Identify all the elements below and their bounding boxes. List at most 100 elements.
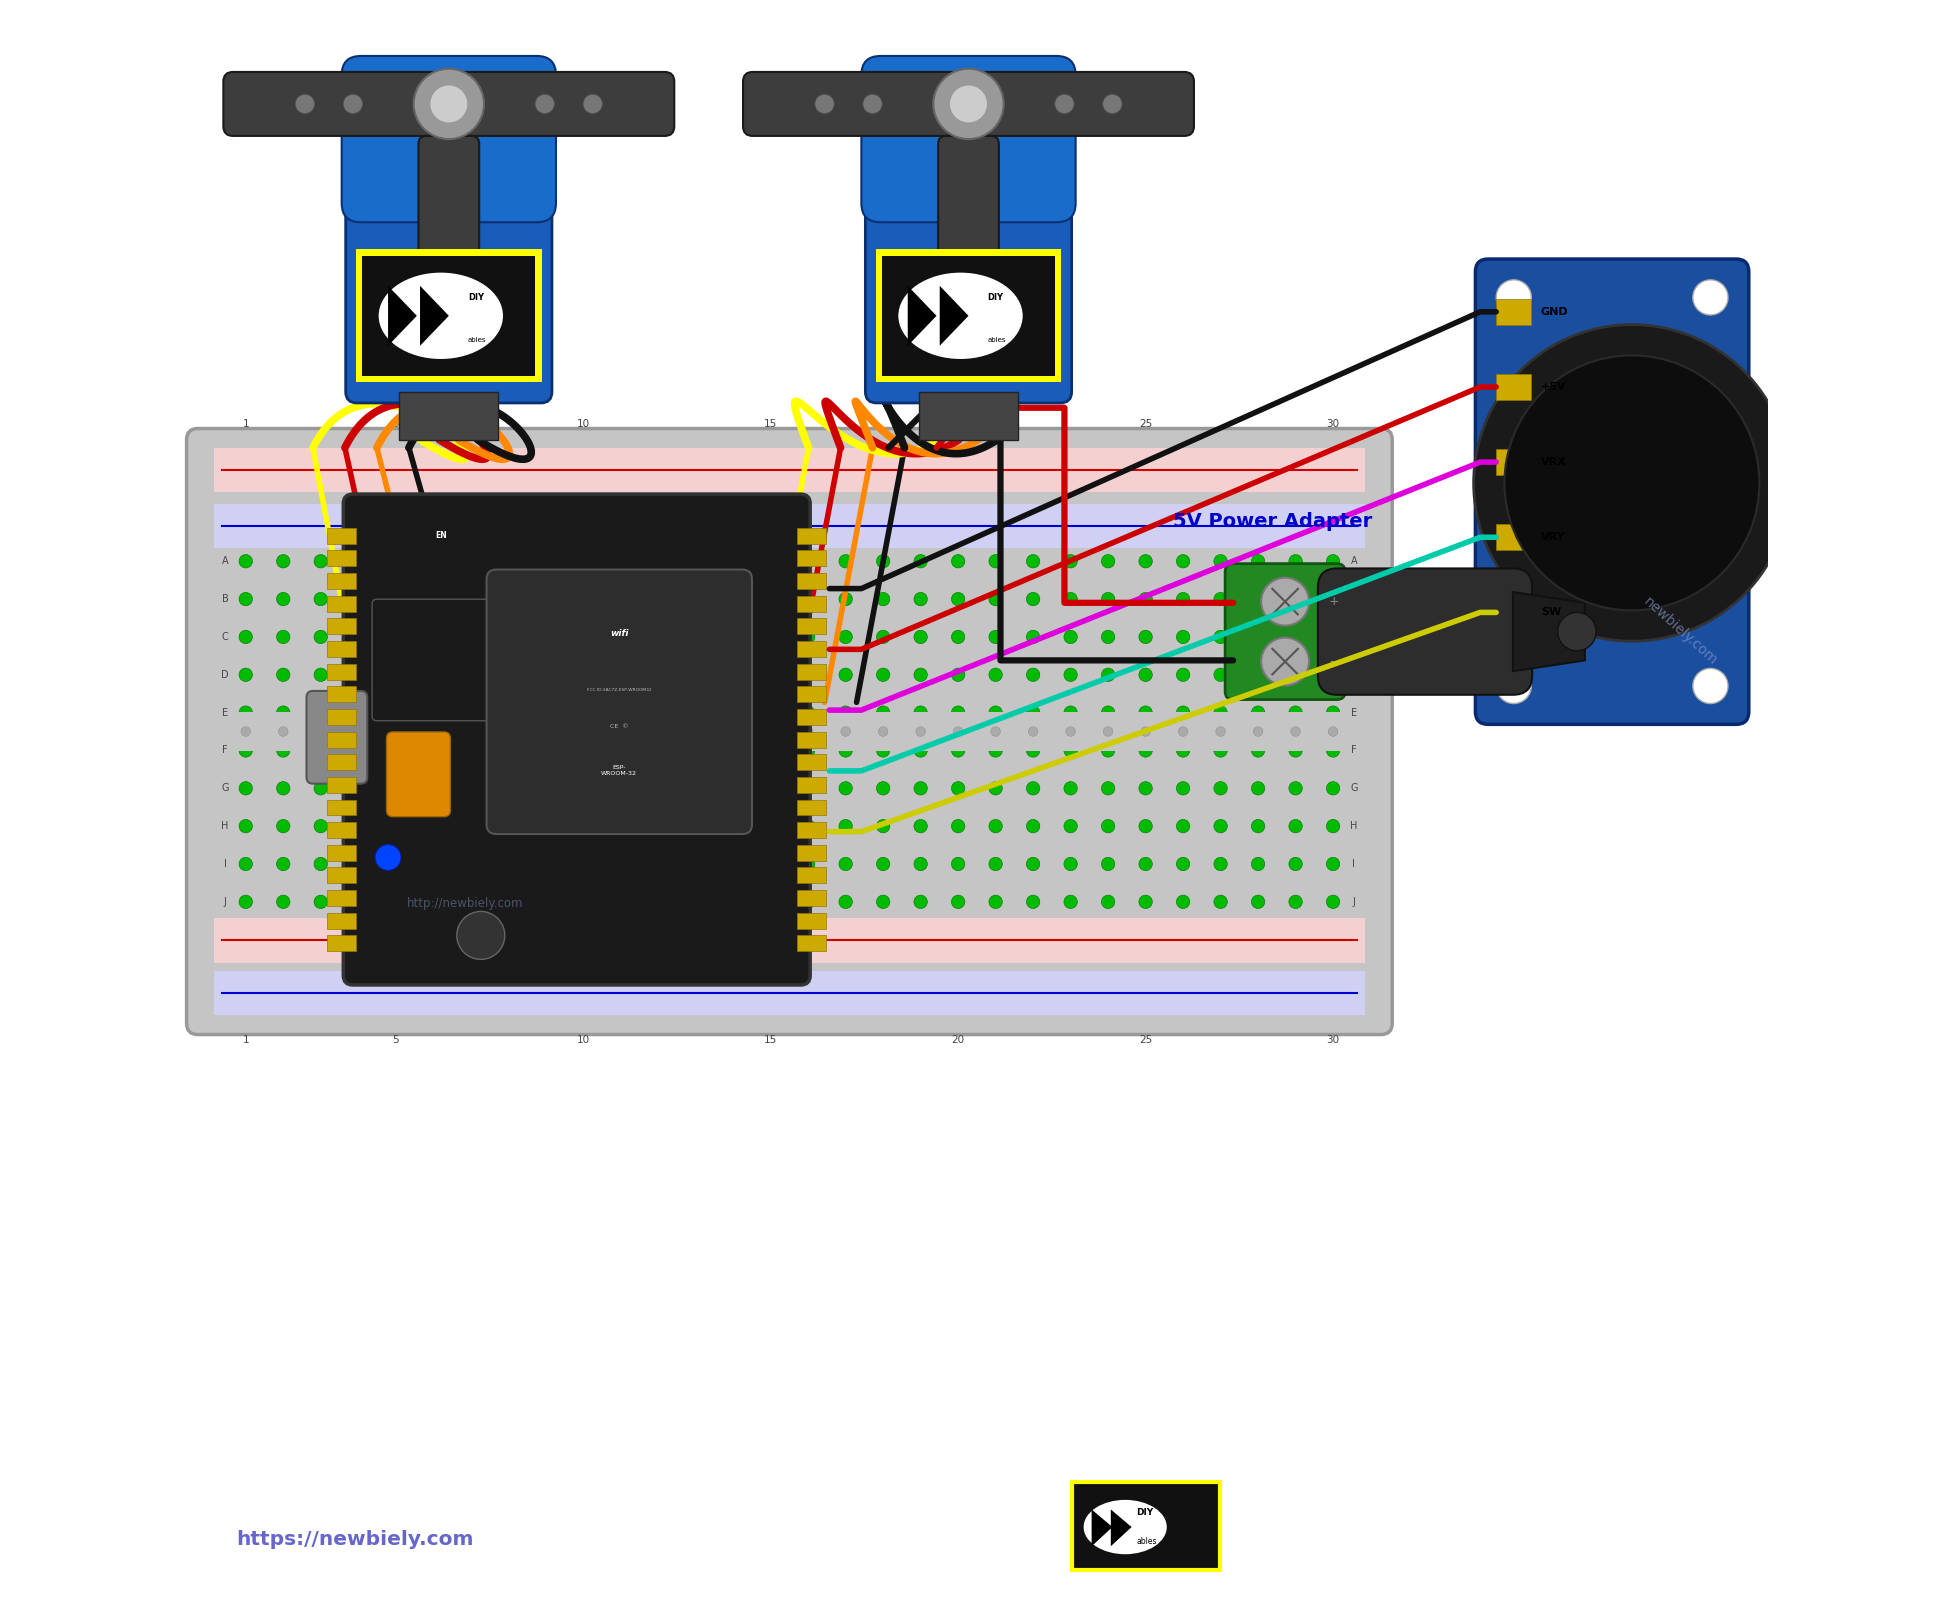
Text: J: J [1352, 897, 1356, 907]
Circle shape [1214, 630, 1228, 644]
Circle shape [465, 819, 477, 833]
Circle shape [351, 630, 364, 644]
Bar [213, 448, 1366, 492]
Text: 15: 15 [763, 419, 777, 429]
Circle shape [1329, 726, 1338, 737]
Circle shape [651, 668, 664, 681]
Text: DIY: DIY [1137, 1508, 1154, 1517]
Circle shape [238, 592, 252, 606]
Circle shape [763, 592, 777, 606]
Circle shape [802, 819, 815, 833]
Circle shape [1327, 744, 1340, 758]
Circle shape [426, 592, 440, 606]
Circle shape [577, 705, 591, 720]
Circle shape [651, 895, 664, 908]
Circle shape [1176, 668, 1189, 681]
Circle shape [726, 819, 740, 833]
Text: VRY: VRY [1542, 532, 1565, 542]
Circle shape [1214, 857, 1228, 871]
FancyBboxPatch shape [486, 569, 752, 835]
Circle shape [389, 782, 403, 795]
Circle shape [502, 592, 515, 606]
Circle shape [426, 782, 440, 795]
Circle shape [1290, 726, 1300, 737]
Polygon shape [1110, 1509, 1131, 1546]
Circle shape [1102, 782, 1116, 795]
Circle shape [238, 555, 252, 568]
Circle shape [1178, 726, 1187, 737]
Polygon shape [908, 286, 936, 345]
Circle shape [726, 705, 740, 720]
Circle shape [614, 895, 628, 908]
Circle shape [839, 744, 852, 758]
Circle shape [1495, 280, 1532, 315]
Text: 15: 15 [763, 1035, 777, 1044]
Bar [399, 392, 498, 440]
Circle shape [839, 668, 852, 681]
Bar [798, 664, 827, 680]
Circle shape [538, 555, 552, 568]
Circle shape [1288, 857, 1302, 871]
Circle shape [1214, 782, 1228, 795]
Circle shape [614, 555, 628, 568]
Circle shape [1693, 668, 1728, 704]
Circle shape [277, 857, 291, 871]
Circle shape [391, 726, 401, 737]
Circle shape [951, 705, 965, 720]
Text: E: E [1350, 708, 1358, 718]
Bar [881, 256, 1056, 376]
Circle shape [951, 895, 965, 908]
Circle shape [1139, 668, 1153, 681]
Circle shape [277, 668, 291, 681]
Circle shape [426, 668, 440, 681]
Circle shape [1102, 668, 1116, 681]
Circle shape [538, 819, 552, 833]
Bar [1073, 1482, 1220, 1570]
Circle shape [389, 744, 403, 758]
Circle shape [351, 744, 364, 758]
Circle shape [839, 782, 852, 795]
Circle shape [1214, 555, 1228, 568]
Circle shape [839, 895, 852, 908]
Text: ables: ables [988, 337, 1005, 342]
Bar [327, 891, 356, 907]
Circle shape [802, 668, 815, 681]
Text: 25: 25 [1139, 1035, 1153, 1044]
Circle shape [614, 857, 628, 871]
Circle shape [1063, 857, 1077, 871]
Bar [798, 844, 827, 860]
Circle shape [1102, 705, 1116, 720]
Circle shape [426, 630, 440, 644]
FancyBboxPatch shape [1224, 564, 1344, 700]
Circle shape [1505, 355, 1759, 611]
Bar [327, 913, 356, 929]
FancyBboxPatch shape [1317, 569, 1532, 696]
FancyBboxPatch shape [345, 173, 552, 403]
Circle shape [353, 726, 362, 737]
Polygon shape [1513, 592, 1584, 672]
Bar [327, 619, 356, 635]
Circle shape [238, 819, 252, 833]
Bar [798, 686, 827, 702]
Circle shape [1693, 280, 1728, 315]
Bar [327, 822, 356, 838]
Circle shape [538, 744, 552, 758]
Circle shape [1251, 782, 1265, 795]
Text: 20: 20 [951, 1035, 965, 1044]
Circle shape [577, 819, 591, 833]
Circle shape [1063, 819, 1077, 833]
Bar [798, 822, 827, 838]
Bar [1495, 374, 1532, 400]
Circle shape [651, 592, 664, 606]
Circle shape [690, 555, 703, 568]
Circle shape [1214, 705, 1228, 720]
Circle shape [990, 630, 1001, 644]
Circle shape [990, 705, 1001, 720]
FancyBboxPatch shape [387, 732, 451, 817]
Circle shape [990, 857, 1001, 871]
Polygon shape [420, 286, 449, 345]
Circle shape [876, 744, 889, 758]
Circle shape [990, 592, 1001, 606]
Circle shape [1176, 782, 1189, 795]
Circle shape [502, 895, 515, 908]
